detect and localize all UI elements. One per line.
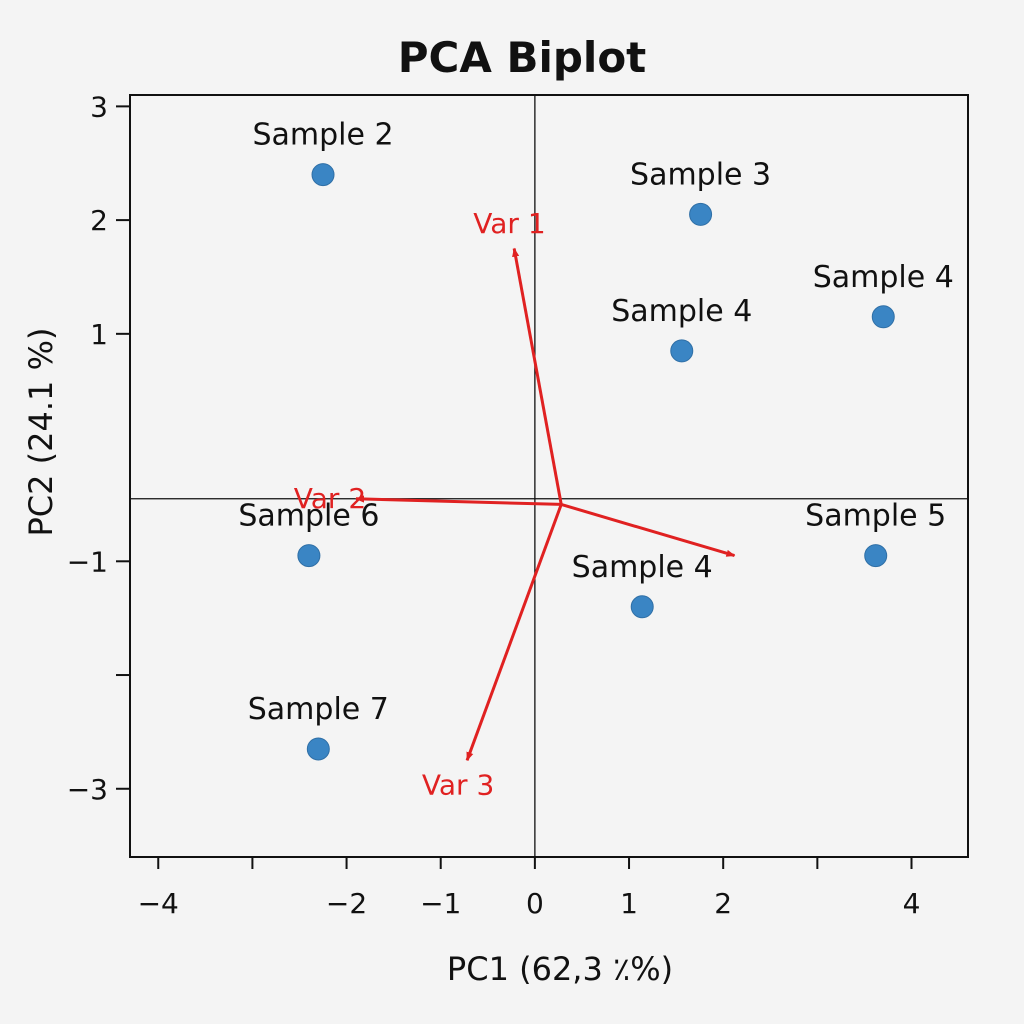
sample-points: Sample 2 Sample 3 Sample 4 Sample 4 Sample 5… bbox=[238, 118, 954, 761]
sample-point bbox=[630, 595, 654, 619]
loading-arrow bbox=[465, 503, 563, 762]
y-tick-label: 1 bbox=[90, 318, 108, 351]
x-tick-label: 1 bbox=[620, 887, 638, 920]
loading-arrow bbox=[560, 502, 736, 558]
sample-point-label: Sample 2 bbox=[252, 118, 393, 153]
x-tick-label: 2 bbox=[714, 887, 732, 920]
loading-arrow bbox=[355, 495, 562, 506]
sample-point-label: Sample 3 bbox=[630, 157, 771, 192]
sample-point-label: Sample 4 bbox=[611, 294, 752, 329]
sample-point-label: Sample 4 bbox=[813, 260, 954, 295]
sample-point bbox=[306, 737, 330, 761]
plot-frame bbox=[129, 94, 969, 858]
x-tick-label: −1 bbox=[420, 887, 461, 920]
y-tick-label: −1 bbox=[67, 545, 108, 578]
sample-point bbox=[311, 163, 335, 187]
y-tick-label: 3 bbox=[90, 90, 108, 123]
chart-title: PCA Biplot bbox=[398, 33, 647, 82]
loading-label: Var 2 bbox=[294, 482, 366, 515]
y-axis-ticks: 3 2 1 −1 −3 bbox=[67, 90, 130, 806]
loading-label: Var 1 bbox=[473, 207, 545, 240]
loading-vectors: Var 1 Var 2 Var 3 bbox=[294, 207, 736, 802]
loading-label: Var 3 bbox=[422, 769, 494, 802]
x-axis-title: PC1 (62,3 ٪%) bbox=[447, 950, 673, 988]
x-tick-label: −4 bbox=[138, 887, 179, 920]
y-axis-title: PC2 (24.1 %) bbox=[22, 328, 60, 537]
sample-point-label: Sample 6 bbox=[238, 499, 379, 534]
sample-point-label: Sample 7 bbox=[248, 692, 389, 727]
y-tick-label: 2 bbox=[90, 204, 108, 237]
x-tick-label: 0 bbox=[526, 887, 544, 920]
loading-arrow bbox=[512, 247, 563, 505]
sample-point bbox=[670, 339, 694, 363]
sample-point-label: Sample 5 bbox=[805, 499, 946, 534]
x-tick-label: −2 bbox=[326, 887, 367, 920]
x-tick-label: 4 bbox=[903, 887, 921, 920]
sample-point bbox=[297, 544, 321, 568]
sample-point bbox=[871, 305, 895, 329]
reference-lines bbox=[130, 95, 968, 857]
sample-point-label: Sample 4 bbox=[572, 550, 713, 585]
sample-point bbox=[864, 544, 888, 568]
sample-point bbox=[689, 202, 713, 226]
y-tick-label: −3 bbox=[67, 773, 108, 806]
x-axis-ticks: −4 −2 −1 0 1 2 4 bbox=[138, 857, 921, 920]
